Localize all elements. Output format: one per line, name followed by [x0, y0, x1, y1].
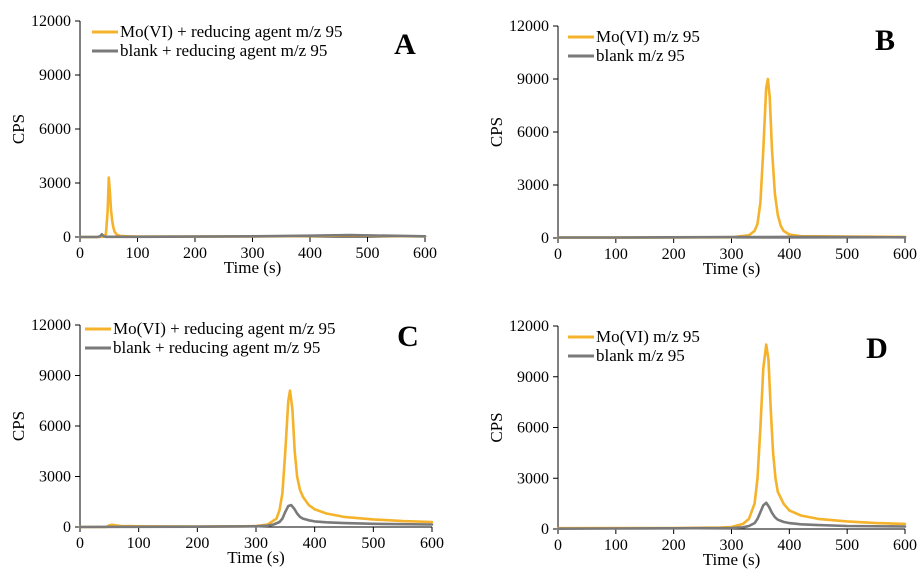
panel-a-letter: A — [394, 28, 416, 61]
panel-c-x-axis-title: Time (s) — [227, 548, 284, 567]
panel-d-x-tick-label: 200 — [662, 537, 686, 554]
panel-a-series-line-blank — [78, 233, 427, 239]
panel-c-y-tick-label: 12000 — [31, 317, 71, 334]
panel-c-letter: C — [397, 320, 419, 353]
panel-b-x-tick-label: 600 — [893, 246, 917, 263]
panel-d-y-axis-title: CPS — [487, 412, 506, 442]
panel-a-y-tick-label: 12000 — [31, 13, 71, 30]
panel-b-legend-label-sample: Mo(VI) m/z 95 — [596, 27, 700, 46]
panel-b-y-tick-label: 12000 — [509, 18, 549, 35]
panel-d-x-tick-label: 600 — [893, 537, 917, 554]
panel-d-series-line-sample — [556, 343, 907, 530]
panel-c-y-tick-label: 3000 — [39, 469, 71, 486]
panel-a-legend-label-sample: Mo(VI) + reducing agent m/z 95 — [120, 22, 343, 41]
panel-b-y-tick-label: 6000 — [517, 124, 549, 141]
panel-b-x-tick-label: 300 — [720, 246, 744, 263]
panel-a-x-tick-label: 500 — [356, 245, 380, 262]
panel-d-series-line-blank — [556, 501, 907, 531]
panel-b-x-tick-label: 400 — [777, 246, 801, 263]
panel-c-series-line-blank — [78, 503, 434, 529]
panel-c-y-tick-label: 9000 — [39, 368, 71, 385]
panel-c-series-line-sample — [78, 389, 434, 529]
panel-d-x-tick-label: 500 — [835, 537, 859, 554]
panel-b-series-line-blank — [556, 235, 907, 239]
panel-c-x-tick-label: 600 — [420, 535, 444, 552]
panel-c-x-tick-label: 100 — [127, 535, 151, 552]
panel-b-series-line-sample — [556, 77, 907, 239]
panel-b-x-tick-label: 200 — [662, 246, 686, 263]
panel-b-x-axis-title: Time (s) — [703, 259, 760, 278]
panel-a-y-tick-label: 0 — [63, 229, 71, 246]
panel-d-x-tick-label: 400 — [777, 537, 801, 554]
panel-a-x-axis-title: Time (s) — [224, 258, 281, 277]
panel-d-x-tick-label: 100 — [604, 537, 628, 554]
panel-d-x-axis-title: Time (s) — [703, 550, 760, 569]
panel-b-y-tick-label: 9000 — [517, 71, 549, 88]
panel-c-y-axis-title: CPS — [9, 411, 28, 441]
panel-b-y-tick-label: 3000 — [517, 177, 549, 194]
panel-b-x-tick-label: 500 — [835, 246, 859, 263]
panel-b-x-tick-label: 100 — [604, 246, 628, 263]
panel-b-y-tick-label: 0 — [541, 230, 549, 247]
panel-a-x-tick-label: 600 — [413, 245, 437, 262]
panel-b-letter: B — [875, 24, 895, 57]
panel-c-x-tick-label: 500 — [361, 535, 385, 552]
panel-d-legend-label-sample: Mo(VI) m/z 95 — [596, 327, 700, 346]
panel-a-x-tick-label: 300 — [241, 245, 265, 262]
panel-c-y-tick-label: 6000 — [39, 418, 71, 435]
panel-d-legend-label-blank: blank m/z 95 — [596, 346, 685, 365]
panel-c-x-tick-label: 0 — [76, 535, 84, 552]
panel-d-y-tick-label: 12000 — [509, 318, 549, 335]
panel-c-x-tick-label: 400 — [303, 535, 327, 552]
panel-d-y-tick-label: 9000 — [517, 369, 549, 386]
panel-a-series-line-sample — [78, 176, 427, 239]
panel-a-x-tick-label: 0 — [76, 245, 84, 262]
panel-d-y-tick-label: 3000 — [517, 470, 549, 487]
panel-a-x-tick-label: 200 — [183, 245, 207, 262]
panel-c-y-tick-label: 0 — [63, 519, 71, 536]
panel-a-y-tick-label: 3000 — [39, 175, 71, 192]
panel-b-y-axis-title: CPS — [487, 117, 506, 147]
panel-a-x-tick-label: 400 — [298, 245, 322, 262]
panel-d-x-tick-label: 300 — [720, 537, 744, 554]
panel-d-letter: D — [866, 332, 888, 365]
panel-a-x-tick-label: 100 — [126, 245, 150, 262]
panel-a-y-tick-label: 9000 — [39, 67, 71, 84]
panel-c-legend-label-blank: blank + reducing agent m/z 95 — [113, 338, 320, 357]
panel-d-y-tick-label: 0 — [541, 521, 549, 538]
panel-d-y-tick-label: 6000 — [517, 420, 549, 437]
panel-c-legend-label-sample: Mo(VI) + reducing agent m/z 95 — [113, 319, 336, 338]
panel-b-legend-label-blank: blank m/z 95 — [596, 46, 685, 65]
panel-a-y-tick-label: 6000 — [39, 121, 71, 138]
panel-a-y-axis-title: CPS — [9, 114, 28, 144]
panel-b-x-tick-label: 0 — [554, 246, 562, 263]
panel-c-x-tick-label: 200 — [185, 535, 209, 552]
panel-a-legend-label-blank: blank + reducing agent m/z 95 — [120, 41, 327, 60]
panel-d-x-tick-label: 0 — [554, 537, 562, 554]
panel-c-x-tick-label: 300 — [244, 535, 268, 552]
